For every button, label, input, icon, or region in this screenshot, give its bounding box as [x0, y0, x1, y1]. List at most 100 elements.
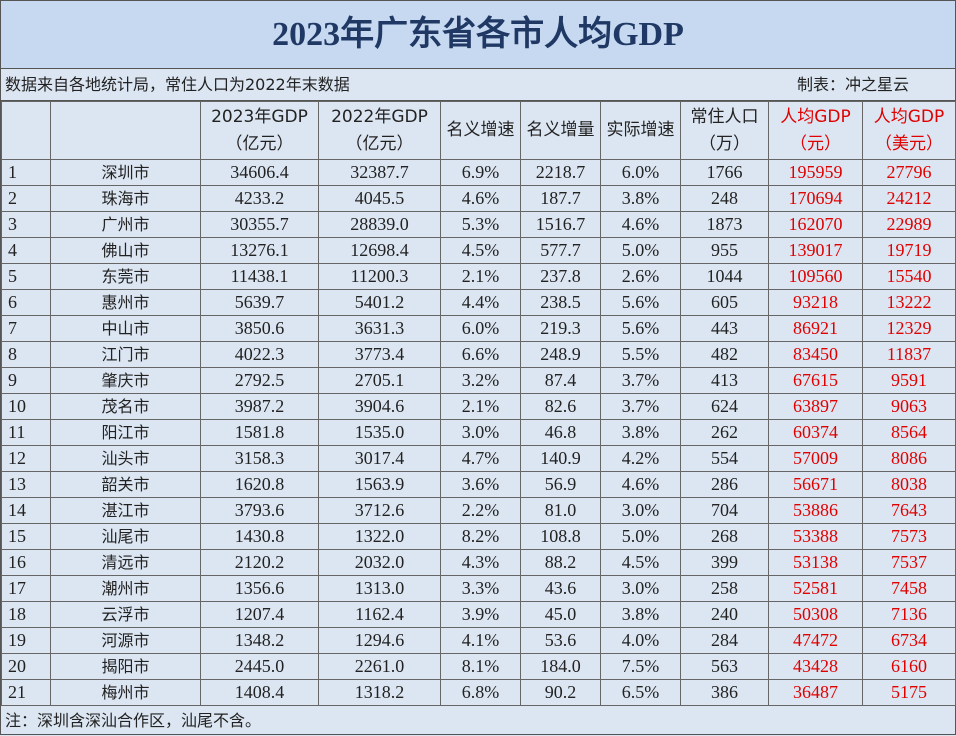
header-line: 人均GDP [780, 106, 851, 127]
value-cell: 1430.8 [200, 523, 319, 550]
city-cell: 清远市 [50, 549, 201, 576]
table-row: 4 佛山市 13276.1 12698.4 4.5% 577.7 5.0% 955 139017… [1, 237, 956, 264]
rank-cell: 18 [1, 601, 51, 628]
value-cell: 577.7 [520, 237, 601, 264]
value-cell: 8086 [862, 445, 956, 472]
author-note: 制表：冲之星云 [796, 75, 909, 94]
value-cell: 2.6% [600, 263, 681, 290]
value-cell: 248 [680, 185, 769, 212]
header-line: 人均GDP [873, 106, 945, 127]
rank-cell: 5 [1, 263, 51, 290]
value-cell: 36487 [768, 679, 863, 706]
value-cell: 86921 [768, 315, 863, 342]
value-cell: 162070 [768, 211, 863, 238]
footer-note: 注：深圳含深汕合作区，汕尾不含。 [5, 711, 262, 730]
value-cell: 46.8 [520, 419, 601, 446]
value-cell: 286 [680, 471, 769, 498]
value-cell: 4.2% [600, 445, 681, 472]
value-cell: 413 [680, 367, 769, 394]
header-cell: 常住人口 （万） [680, 101, 769, 160]
value-cell: 554 [680, 445, 769, 472]
city-cell: 茂名市 [50, 393, 201, 420]
value-cell: 1766 [680, 159, 769, 186]
value-cell: 268 [680, 523, 769, 550]
value-cell: 3.8% [600, 185, 681, 212]
header-line: （元） [790, 133, 841, 154]
value-cell: 704 [680, 497, 769, 524]
value-cell: 34606.4 [200, 159, 319, 186]
city-cell: 韶关市 [50, 471, 201, 498]
value-cell: 3.9% [440, 601, 521, 628]
value-cell: 5.5% [600, 341, 681, 368]
value-cell: 53138 [768, 549, 863, 576]
value-cell: 2.1% [440, 263, 521, 290]
table-row: 10 茂名市 3987.2 3904.6 2.1% 82.6 3.7% 624 63897 906… [1, 393, 956, 420]
city-cell: 河源市 [50, 627, 201, 654]
header-line: 2022年GDP [331, 106, 428, 127]
value-cell: 45.0 [520, 601, 601, 628]
rank-cell: 9 [1, 367, 51, 394]
value-cell: 4.6% [440, 185, 521, 212]
value-cell: 605 [680, 289, 769, 316]
value-cell: 19719 [862, 237, 956, 264]
city-cell: 东莞市 [50, 263, 201, 290]
city-cell: 深圳市 [50, 159, 201, 186]
value-cell: 56.9 [520, 471, 601, 498]
value-cell: 11837 [862, 341, 956, 368]
value-cell: 9591 [862, 367, 956, 394]
value-cell: 22989 [862, 211, 956, 238]
value-cell: 7136 [862, 601, 956, 628]
value-cell: 4022.3 [200, 341, 319, 368]
header-cell [1, 101, 51, 160]
value-cell: 386 [680, 679, 769, 706]
value-cell: 248.9 [520, 341, 601, 368]
value-cell: 4.0% [600, 627, 681, 654]
source-note: 数据来自各地统计局，常住人口为2022年末数据 [5, 75, 350, 94]
value-cell: 93218 [768, 289, 863, 316]
value-cell: 90.2 [520, 679, 601, 706]
value-cell: 15540 [862, 263, 956, 290]
rank-cell: 10 [1, 393, 51, 420]
city-cell: 汕尾市 [50, 523, 201, 550]
value-cell: 1162.4 [318, 601, 441, 628]
value-cell: 81.0 [520, 497, 601, 524]
header-line: （万） [699, 133, 750, 154]
value-cell: 3.0% [600, 575, 681, 602]
value-cell: 3987.2 [200, 393, 319, 420]
value-cell: 7573 [862, 523, 956, 550]
value-cell: 1535.0 [318, 419, 441, 446]
rank-cell: 20 [1, 653, 51, 680]
value-cell: 1313.0 [318, 575, 441, 602]
value-cell: 63897 [768, 393, 863, 420]
value-cell: 4.5% [600, 549, 681, 576]
city-cell: 广州市 [50, 211, 201, 238]
value-cell: 7643 [862, 497, 956, 524]
header-line: （亿元） [225, 133, 294, 154]
rank-cell: 17 [1, 575, 51, 602]
value-cell: 3017.4 [318, 445, 441, 472]
value-cell: 140.9 [520, 445, 601, 472]
rank-cell: 2 [1, 185, 51, 212]
value-cell: 1356.6 [200, 575, 319, 602]
table-row: 5 东莞市 11438.1 11200.3 2.1% 237.8 2.6% 1044 10956… [1, 263, 956, 290]
header-cell: 2023年GDP （亿元） [200, 101, 319, 160]
value-cell: 6.9% [440, 159, 521, 186]
value-cell: 88.2 [520, 549, 601, 576]
value-cell: 3.8% [600, 419, 681, 446]
value-cell: 6.0% [440, 315, 521, 342]
value-cell: 7458 [862, 575, 956, 602]
value-cell: 2445.0 [200, 653, 319, 680]
value-cell: 2705.1 [318, 367, 441, 394]
value-cell: 56671 [768, 471, 863, 498]
value-cell: 3.7% [600, 367, 681, 394]
value-cell: 4.3% [440, 549, 521, 576]
value-cell: 443 [680, 315, 769, 342]
value-cell: 955 [680, 237, 769, 264]
city-cell: 佛山市 [50, 237, 201, 264]
value-cell: 1516.7 [520, 211, 601, 238]
city-cell: 湛江市 [50, 497, 201, 524]
city-cell: 阳江市 [50, 419, 201, 446]
rank-cell: 1 [1, 159, 51, 186]
rank-cell: 13 [1, 471, 51, 498]
